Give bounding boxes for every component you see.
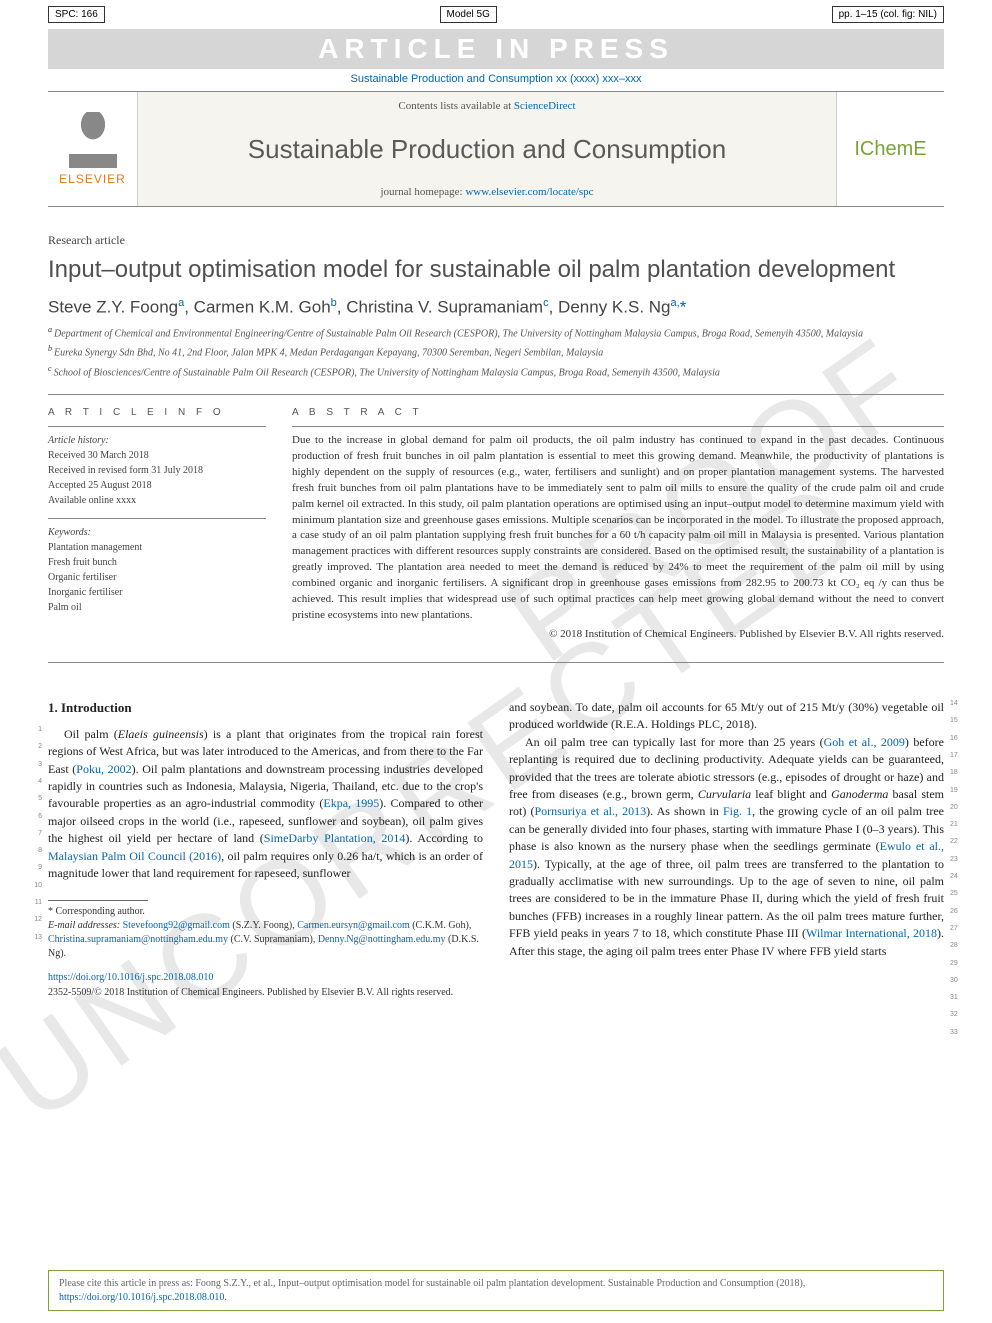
line-number: 11 [26,898,42,908]
keyword: Plantation management [48,540,266,555]
icheme-logo: IChemE [836,92,944,206]
citation-doi-link[interactable]: https://doi.org/10.1016/j.spc.2018.08.01… [59,1292,224,1303]
corresponding-author: * Corresponding author. [48,905,483,919]
abstract-block: A B S T R A C T Due to the increase in g… [292,407,944,640]
line-number: 16 [950,734,966,744]
elsevier-text: ELSEVIER [59,172,126,186]
intro-paragraph: Oil palm (Elaeis guineensis) is a plant … [48,726,483,883]
keyword: Fresh fruit bunch [48,555,266,570]
line-number: 5 [26,794,42,804]
proof-id: SPC: 166 [48,6,105,23]
abstract-text: Due to the increase in global demand for… [292,433,944,624]
journal-masthead: ELSEVIER Contents lists available at Sci… [48,91,944,207]
homepage-prefix: journal homepage: [380,186,465,198]
homepage-link[interactable]: www.elsevier.com/locate/spc [465,186,593,198]
line-number: 10 [26,881,42,891]
keyword: Organic fertiliser [48,570,266,585]
line-number: 3 [26,760,42,770]
line-number: 9 [26,863,42,873]
line-number: 29 [950,959,966,969]
line-number: 15 [950,716,966,726]
elsevier-logo: ELSEVIER [48,92,138,206]
citation-text: Please cite this article in press as: Fo… [59,1278,805,1289]
line-number: 33 [950,1028,966,1038]
line-number: 28 [950,941,966,951]
proof-header-row: SPC: 166 Model 5G pp. 1–15 (col. fig: NI… [0,0,992,23]
line-number: 1 [26,725,42,735]
keywords-header: Keywords: [48,525,266,540]
line-number: 13 [26,933,42,943]
line-number: 31 [950,993,966,1003]
line-number: 30 [950,976,966,986]
left-column: 1. Introduction Oil palm (Elaeis guineen… [48,699,483,1000]
footnote-rule [48,900,148,901]
doi-block: https://doi.org/10.1016/j.spc.2018.08.01… [48,971,483,1000]
right-column: and soybean. To date, palm oil accounts … [509,699,944,1000]
line-number: 19 [950,786,966,796]
line-number: 4 [26,777,42,787]
elsevier-tree-icon [69,112,117,168]
line-number: 6 [26,812,42,822]
article-title: Input–output optimisation model for sust… [48,254,944,285]
article-info-block: A R T I C L E I N F O Article history: R… [48,407,266,640]
line-number: 8 [26,846,42,856]
masthead-center: Contents lists available at ScienceDirec… [138,92,836,206]
line-number: 23 [950,855,966,865]
issn-copyright: 2352-5509/© 2018 Institution of Chemical… [48,987,453,998]
line-number: 17 [950,751,966,761]
homepage-line: journal homepage: www.elsevier.com/locat… [380,186,593,198]
history-received: Received 30 March 2018 [48,448,266,463]
rule [48,662,944,663]
line-number: 20 [950,803,966,813]
author-list: Steve Z.Y. Foonga, Carmen K.M. Gohb, Chr… [48,297,944,318]
body-paragraph: An oil palm tree can typically last for … [509,734,944,960]
history-online: Available online xxxx [48,493,266,508]
affiliation: aDepartment of Chemical and Environmenta… [48,324,944,341]
line-number: 32 [950,1010,966,1020]
keyword: Inorganic fertiliser [48,585,266,600]
line-number: 25 [950,889,966,899]
line-number: 12 [26,915,42,925]
body-paragraph: and soybean. To date, palm oil accounts … [509,699,944,734]
line-number: 18 [950,768,966,778]
proof-model: Model 5G [440,6,497,23]
line-number: 7 [26,829,42,839]
history-accepted: Accepted 25 August 2018 [48,478,266,493]
affiliation: bEureka Synergy Sdn Bhd, No 41, 2nd Floo… [48,343,944,360]
article-info-head: A R T I C L E I N F O [48,407,266,418]
article-in-press-banner: ARTICLE IN PRESS [48,29,944,69]
email-label: E-mail addresses: [48,920,123,931]
line-number: 26 [950,907,966,917]
sciencedirect-link[interactable]: ScienceDirect [514,100,576,112]
proof-pages: pp. 1–15 (col. fig: NIL) [832,6,944,23]
history-header: Article history: [48,433,266,448]
body-columns: 1. Introduction Oil palm (Elaeis guineen… [48,699,944,1000]
citation-box: Please cite this article in press as: Fo… [48,1270,944,1311]
article-type: Research article [48,233,944,248]
availability-prefix: Contents lists available at [398,100,513,112]
footnotes: * Corresponding author. E-mail addresses… [48,905,483,961]
abstract-copyright: © 2018 Institution of Chemical Engineers… [292,628,944,640]
keyword: Palm oil [48,600,266,615]
line-number: 27 [950,924,966,934]
running-head: Sustainable Production and Consumption x… [0,73,992,85]
doi-link[interactable]: https://doi.org/10.1016/j.spc.2018.08.01… [48,972,213,983]
affiliation: cSchool of Biosciences/Centre of Sustain… [48,363,944,380]
email-addresses: E-mail addresses: Stevefoong92@gmail.com… [48,919,483,961]
journal-title: Sustainable Production and Consumption [248,134,726,165]
rule [48,394,944,395]
availability-line: Contents lists available at ScienceDirec… [398,100,575,112]
history-revised: Received in revised form 31 July 2018 [48,463,266,478]
line-number: 22 [950,837,966,847]
line-number: 2 [26,742,42,752]
abstract-head: A B S T R A C T [292,407,944,418]
line-number: 21 [950,820,966,830]
line-number: 14 [950,699,966,709]
line-number: 24 [950,872,966,882]
section-heading: 1. Introduction [48,699,483,718]
